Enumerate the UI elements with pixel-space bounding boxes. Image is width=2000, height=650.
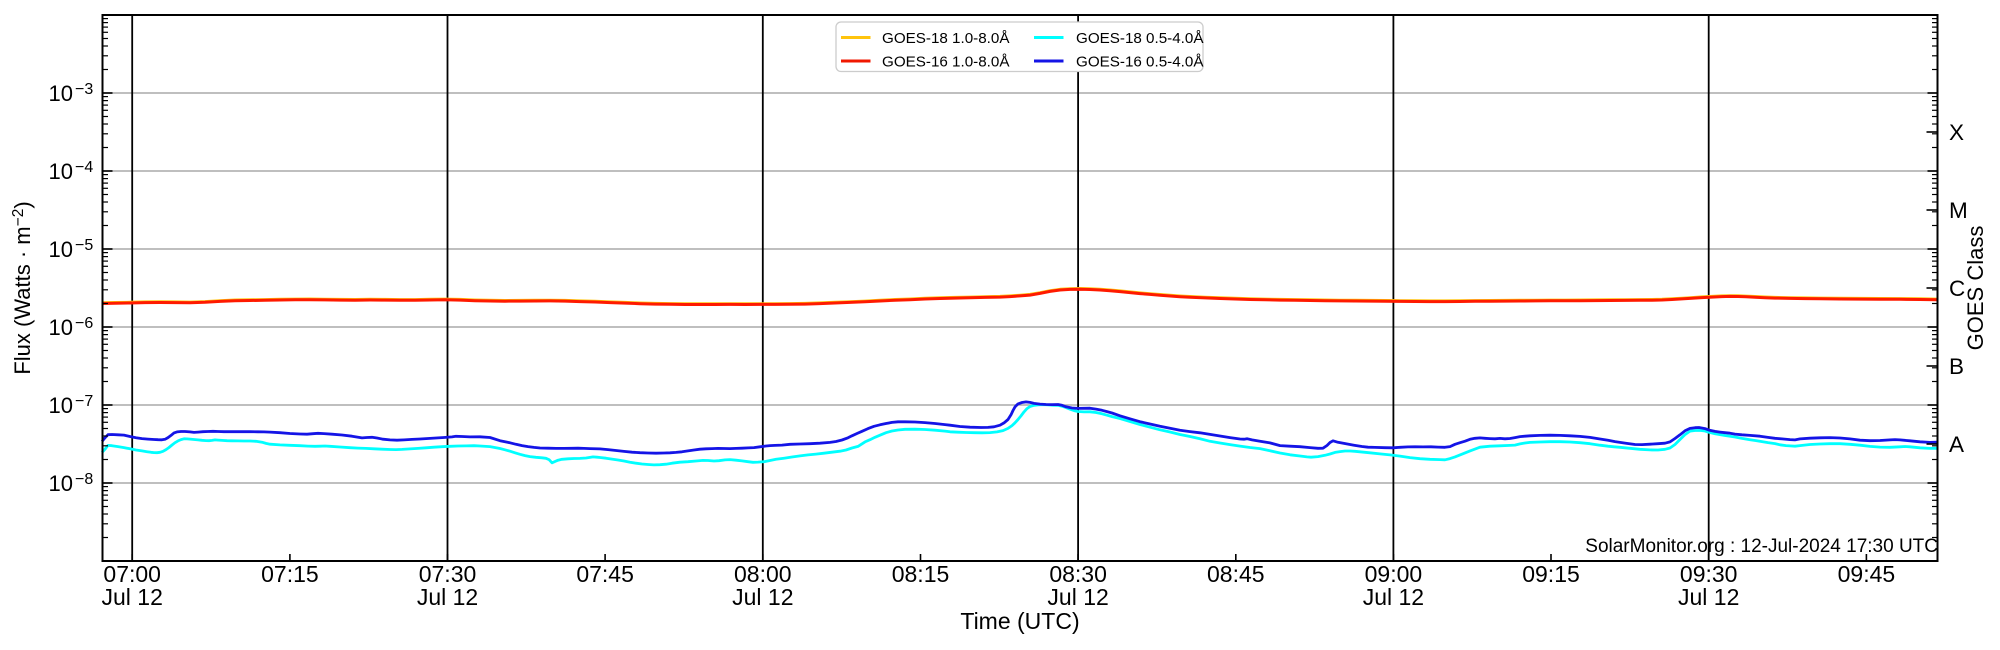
svg-text:10: 10 [49,471,73,496]
svg-text:10: 10 [49,237,73,262]
svg-text:SolarMonitor.org : 12-Jul-2024: SolarMonitor.org : 12-Jul-2024 17:30 UTC [1585,536,1938,557]
svg-text:−3: −3 [75,81,93,98]
svg-text:10: 10 [49,81,73,106]
svg-text:Jul 12: Jul 12 [1363,584,1424,610]
svg-text:10: 10 [49,159,73,184]
svg-text:09:00: 09:00 [1365,561,1423,587]
svg-text:Jul 12: Jul 12 [1047,584,1108,610]
svg-text:GOES-16 1.0-8.0Å: GOES-16 1.0-8.0Å [882,54,1010,71]
svg-text:GOES-16 0.5-4.0Å: GOES-16 0.5-4.0Å [1076,54,1204,71]
svg-text:10: 10 [49,393,73,418]
svg-text:09:30: 09:30 [1680,561,1738,587]
svg-text:Flux (Watts · m−2): Flux (Watts · m−2) [10,201,35,374]
svg-text:Jul 12: Jul 12 [732,584,793,610]
svg-text:B: B [1949,354,1964,379]
svg-text:08:30: 08:30 [1049,561,1107,587]
svg-text:Jul 12: Jul 12 [417,584,478,610]
svg-text:10: 10 [49,315,73,340]
svg-text:07:45: 07:45 [576,561,634,587]
svg-text:GOES-18 1.0-8.0Å: GOES-18 1.0-8.0Å [882,30,1010,47]
svg-text:09:45: 09:45 [1838,561,1896,587]
svg-text:Jul 12: Jul 12 [1678,584,1739,610]
svg-text:−6: −6 [75,315,93,332]
svg-text:08:15: 08:15 [892,561,950,587]
svg-text:GOES Class: GOES Class [1963,226,1988,351]
svg-text:GOES-18 0.5-4.0Å: GOES-18 0.5-4.0Å [1076,30,1204,47]
svg-text:X: X [1949,120,1964,145]
svg-text:07:30: 07:30 [419,561,477,587]
svg-text:M: M [1949,198,1968,223]
svg-text:08:45: 08:45 [1207,561,1265,587]
svg-text:07:00: 07:00 [103,561,161,587]
svg-text:−5: −5 [75,237,93,254]
svg-text:−4: −4 [75,159,93,176]
svg-text:07:15: 07:15 [261,561,319,587]
svg-text:09:15: 09:15 [1522,561,1580,587]
svg-text:−8: −8 [75,471,93,488]
svg-text:A: A [1949,432,1964,457]
svg-text:C: C [1949,276,1965,301]
svg-text:Jul 12: Jul 12 [102,584,163,610]
svg-text:−7: −7 [75,393,93,410]
svg-text:08:00: 08:00 [734,561,792,587]
svg-text:Time (UTC): Time (UTC) [960,608,1079,634]
